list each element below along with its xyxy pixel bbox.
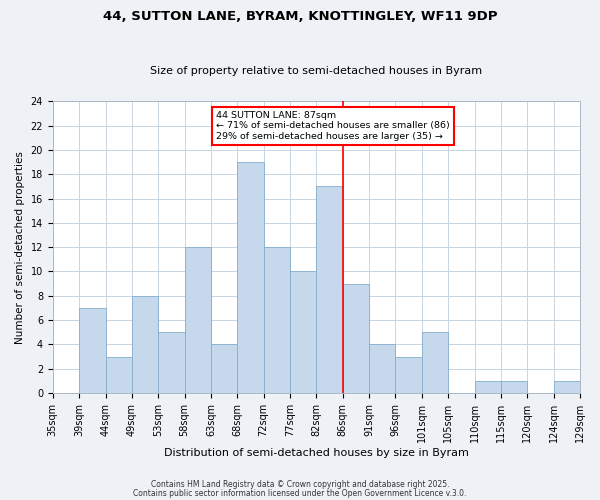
Bar: [422, 332, 448, 393]
Bar: [475, 381, 501, 393]
Bar: [238, 162, 263, 393]
Text: 44, SUTTON LANE, BYRAM, KNOTTINGLEY, WF11 9DP: 44, SUTTON LANE, BYRAM, KNOTTINGLEY, WF1…: [103, 10, 497, 23]
X-axis label: Distribution of semi-detached houses by size in Byram: Distribution of semi-detached houses by …: [164, 448, 469, 458]
Bar: [290, 272, 316, 393]
Bar: [554, 381, 580, 393]
Bar: [185, 247, 211, 393]
Title: Size of property relative to semi-detached houses in Byram: Size of property relative to semi-detach…: [151, 66, 482, 76]
Bar: [132, 296, 158, 393]
Y-axis label: Number of semi-detached properties: Number of semi-detached properties: [15, 150, 25, 344]
Bar: [211, 344, 238, 393]
Bar: [369, 344, 395, 393]
Bar: [106, 356, 132, 393]
Bar: [158, 332, 185, 393]
Bar: [79, 308, 106, 393]
Bar: [395, 356, 422, 393]
Bar: [343, 284, 369, 393]
Bar: [263, 247, 290, 393]
Text: Contains HM Land Registry data © Crown copyright and database right 2025.: Contains HM Land Registry data © Crown c…: [151, 480, 449, 489]
Text: Contains public sector information licensed under the Open Government Licence v.: Contains public sector information licen…: [133, 488, 467, 498]
Text: 44 SUTTON LANE: 87sqm
← 71% of semi-detached houses are smaller (86)
29% of semi: 44 SUTTON LANE: 87sqm ← 71% of semi-deta…: [216, 111, 450, 141]
Bar: [316, 186, 343, 393]
Bar: [501, 381, 527, 393]
